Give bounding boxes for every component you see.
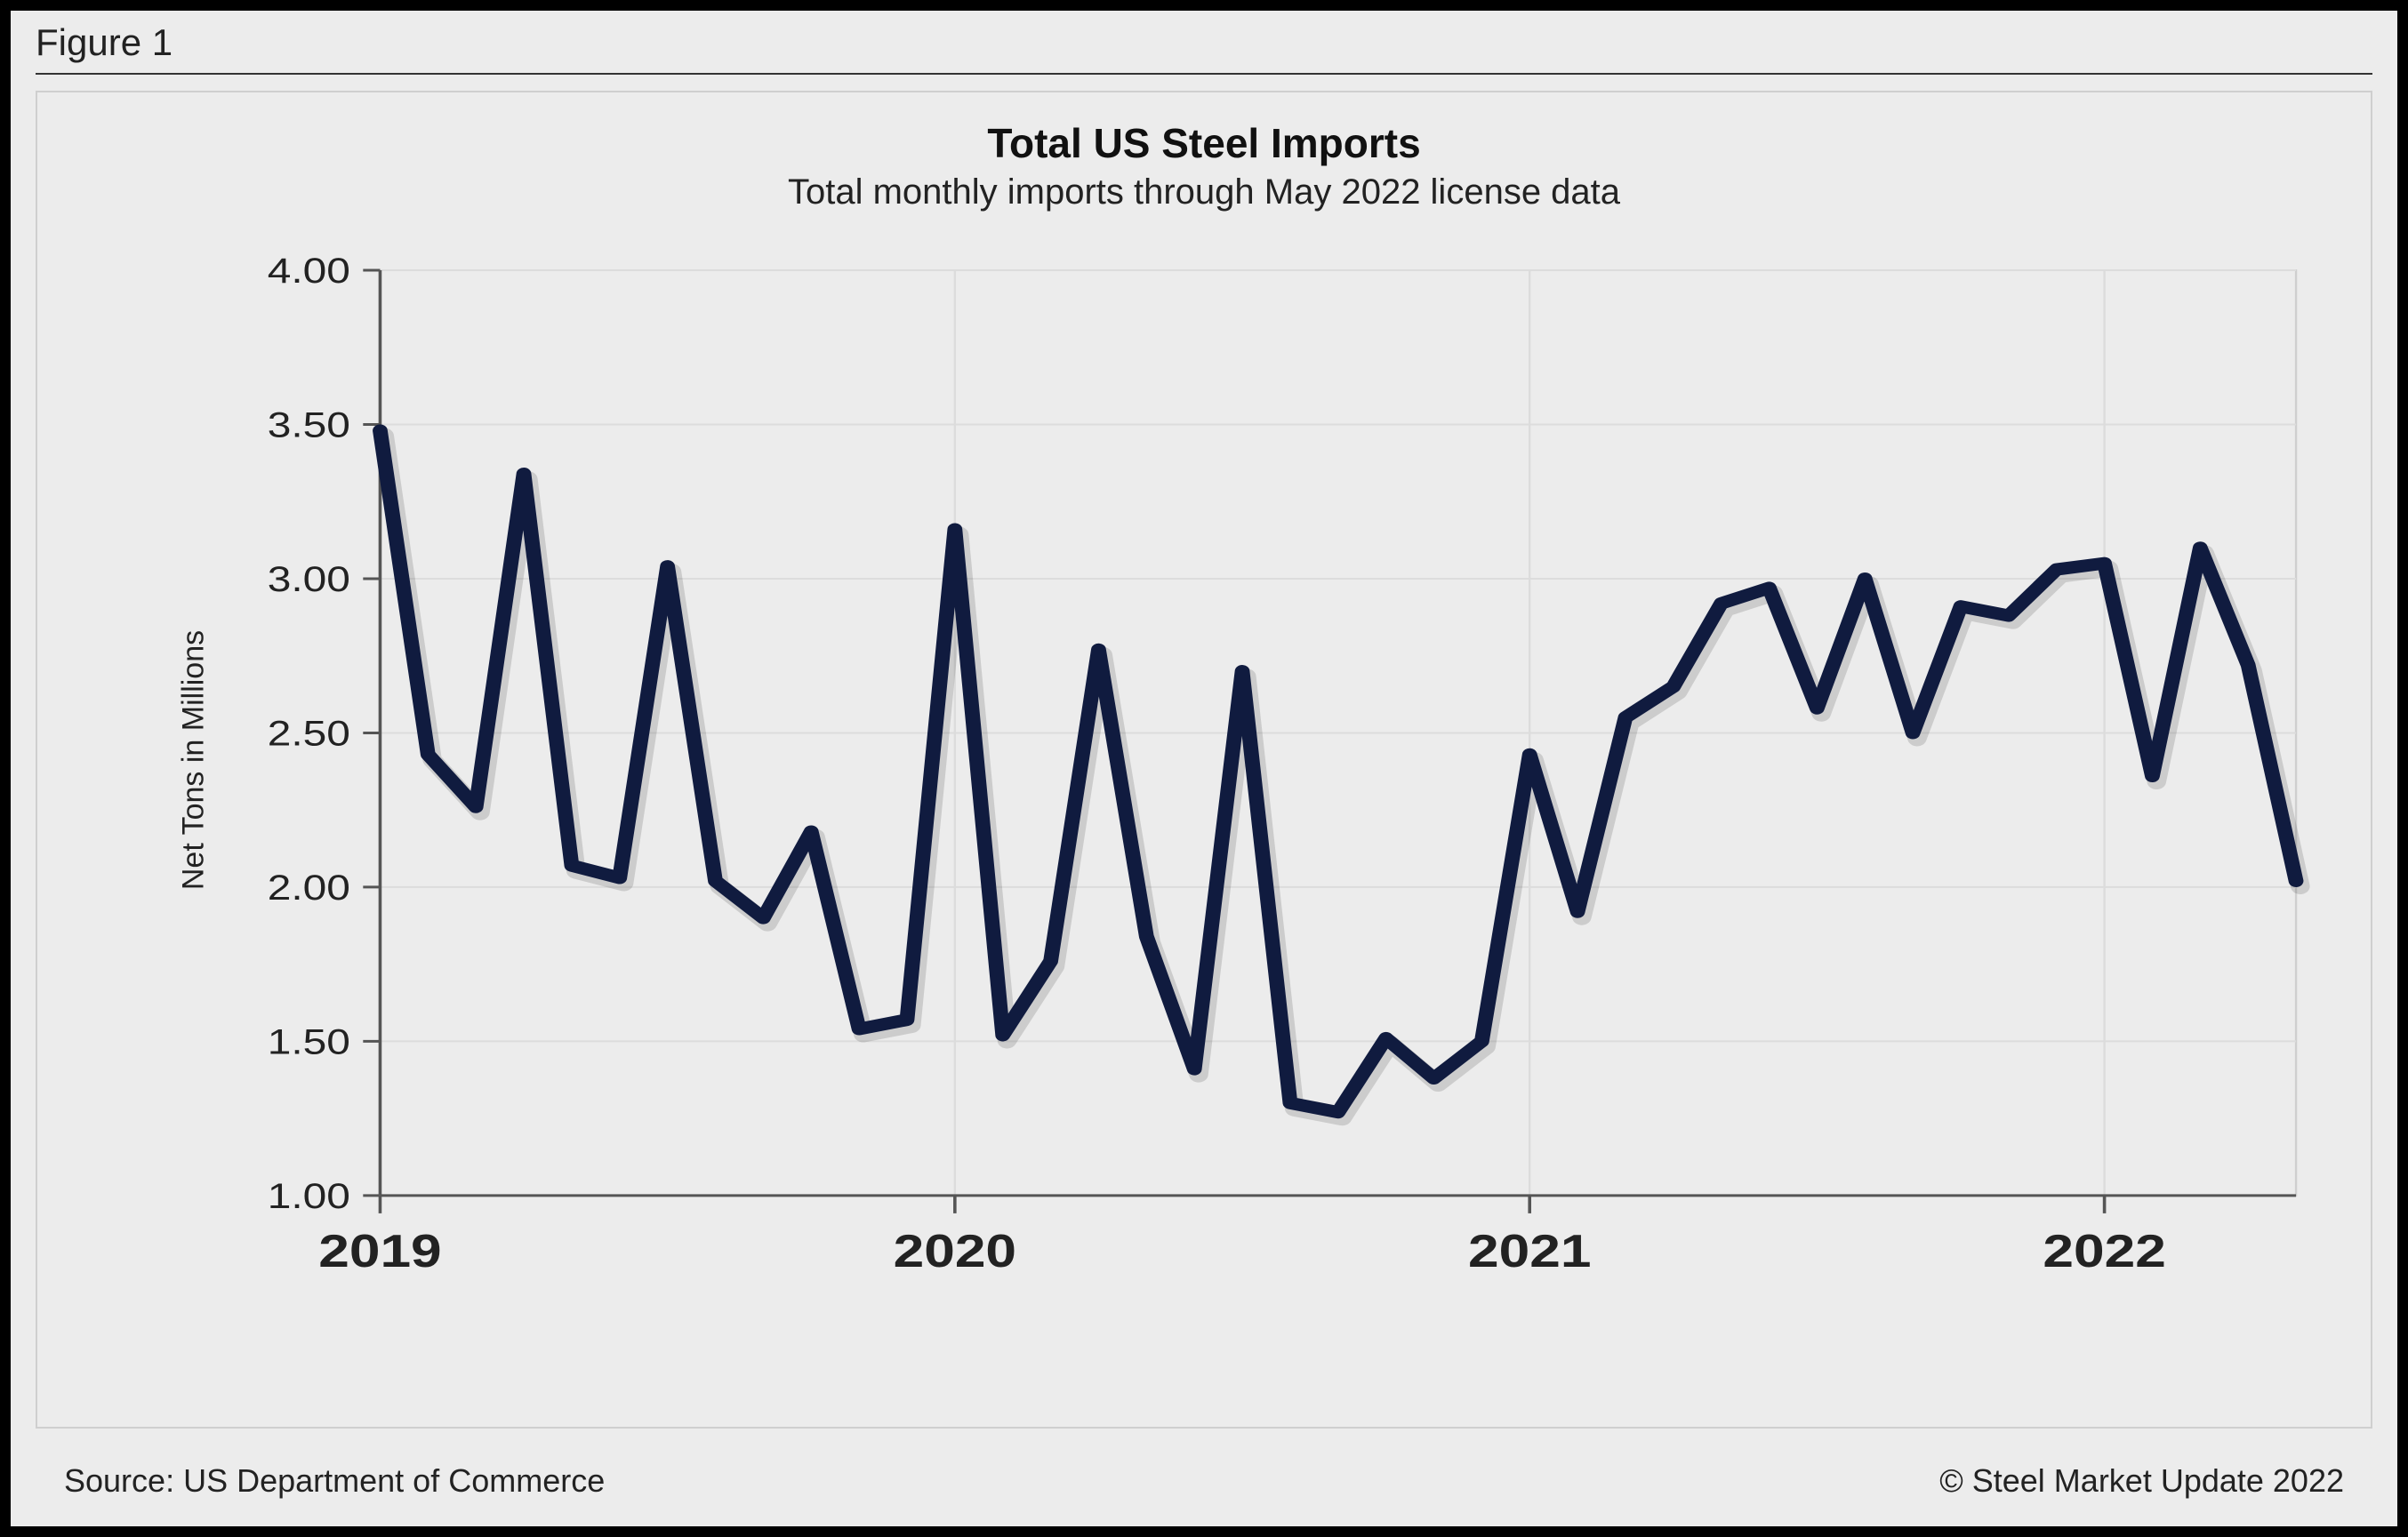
svg-text:2.50: 2.50 [268, 714, 350, 753]
svg-text:1.00: 1.00 [268, 1177, 350, 1216]
svg-text:3.50: 3.50 [268, 405, 350, 444]
plot-area: 1.00 1.50 2.00 2.50 3.00 3.50 4.00 2019 2020 2021… [189, 252, 2317, 1320]
svg-text:4.00: 4.00 [268, 252, 350, 291]
svg-text:2.00: 2.00 [268, 869, 350, 908]
figure-panel: Figure 1 Total US Steel Imports Total mo… [9, 9, 2399, 1528]
figure-label: Figure 1 [36, 21, 173, 64]
line-chart-svg: 1.00 1.50 2.00 2.50 3.00 3.50 4.00 2019 2020 2021… [189, 252, 2317, 1320]
chart-subtitle: Total monthly imports through May 2022 l… [37, 172, 2371, 212]
source-text: Source: US Department of Commerce [64, 1462, 605, 1500]
svg-text:2020: 2020 [894, 1226, 1016, 1277]
svg-text:2019: 2019 [318, 1226, 441, 1277]
figure-rule [36, 73, 2372, 75]
svg-text:2021: 2021 [1468, 1226, 1591, 1277]
outer-frame: Figure 1 Total US Steel Imports Total mo… [0, 0, 2408, 1537]
svg-text:1.50: 1.50 [268, 1022, 350, 1061]
chart-title: Total US Steel Imports [37, 119, 2371, 167]
copyright-text: © Steel Market Update 2022 [1939, 1462, 2344, 1500]
svg-text:3.00: 3.00 [268, 560, 350, 599]
chart-container: Total US Steel Imports Total monthly imp… [36, 91, 2372, 1429]
svg-text:2022: 2022 [2043, 1226, 2165, 1277]
